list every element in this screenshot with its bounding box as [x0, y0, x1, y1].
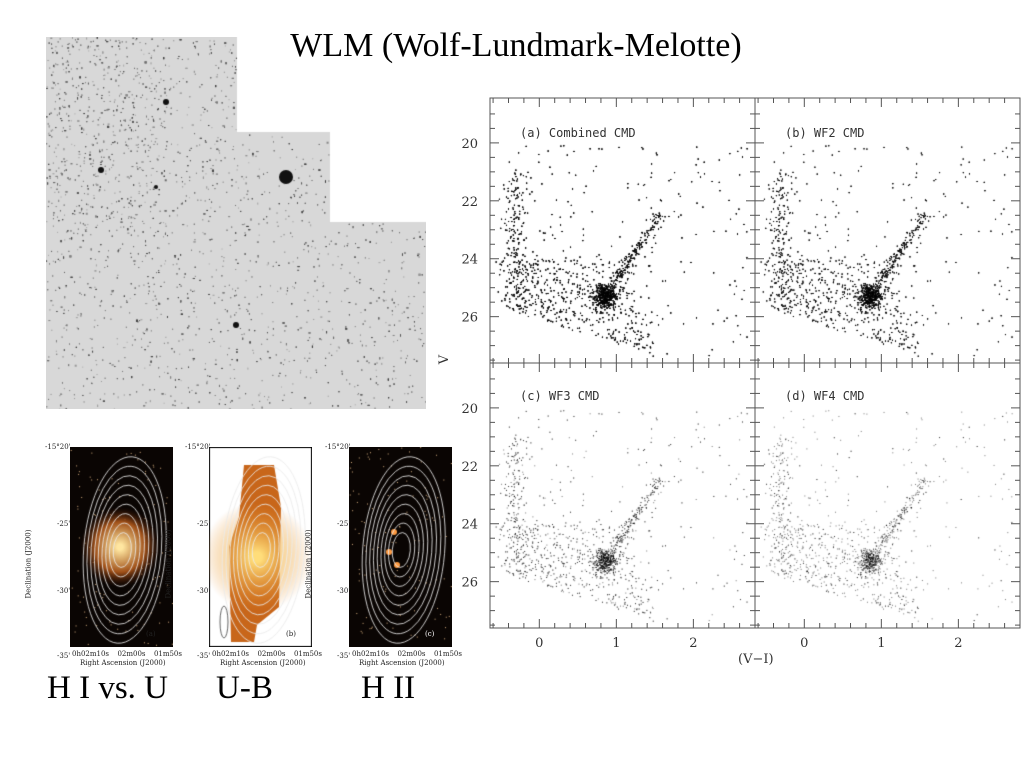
map-ytick: -35' [197, 652, 211, 660]
caption-u-b: U-B [216, 670, 273, 706]
panel-label-d: (d) WF4 CMD [785, 389, 865, 403]
y-tick-label: 20 [461, 137, 478, 152]
map-ytick: -30' [337, 587, 351, 595]
x-tick-label: 2 [689, 636, 697, 651]
map-xlabel: Right Ascension (J2000) [359, 659, 445, 667]
panel-label-b: (b) WF2 CMD [785, 126, 865, 140]
wlm-maps: (a) (b) (c) -15°20' -25' -30' -35' -15°2… [0, 440, 462, 670]
map-ytick: -25' [57, 520, 71, 528]
x-tick-label: 1 [877, 636, 885, 651]
u-b-map [209, 447, 312, 647]
map-ytick: -35' [337, 652, 351, 660]
caption-hi-vs-u: H I vs. U [47, 670, 168, 706]
map-xlabel: Right Ascension (J2000) [220, 659, 306, 667]
map-ytick: -15°20' [45, 443, 71, 451]
y-tick-label: 24 [461, 518, 478, 533]
map-ytick: -25' [337, 520, 351, 528]
panel-label-a: (a) Combined CMD [520, 126, 636, 140]
map-xticks: 0h02m10s 02m00s 01m50s [212, 650, 322, 658]
caption-hii: H II [361, 670, 416, 706]
y-tick-label: 26 [461, 576, 478, 591]
map-ytick: -15°20' [185, 443, 211, 451]
y-tick-label: 22 [461, 460, 478, 475]
x-axis-label: (V−I) [738, 652, 774, 667]
map-ytick: -30' [57, 587, 71, 595]
y-axis-label: V [437, 354, 453, 365]
y-tick-label: 26 [461, 311, 478, 326]
map-ylabel: Declination (J2000) [24, 529, 33, 599]
map-xticks: 0h02m10s 02m00s 01m50s [352, 650, 462, 658]
hi-vs-u-map [70, 447, 173, 647]
map-xlabel: Right Ascension (J2000) [80, 659, 166, 667]
map-ylabel: Declination (J2000) [304, 529, 313, 599]
map-panel-label: (c) [425, 630, 435, 638]
y-tick-label: 24 [461, 253, 478, 268]
y-tick-label: 22 [461, 195, 478, 210]
hii-map [349, 447, 452, 647]
map-ytick: -35' [57, 652, 71, 660]
x-tick-label: 0 [535, 636, 543, 651]
star-field-image [46, 37, 426, 409]
x-tick-label: 0 [800, 636, 808, 651]
map-panel-label: (a) [146, 630, 156, 638]
map-panel-label: (b) [286, 630, 296, 638]
map-xticks: 0h02m10s 02m00s 01m50s [72, 650, 182, 658]
y-tick-label: 20 [461, 402, 478, 417]
map-ytick: -25' [197, 520, 211, 528]
x-tick-label: 1 [612, 636, 620, 651]
map-ytick: -30' [197, 587, 211, 595]
x-tick-label: 2 [954, 636, 962, 651]
cmd-chart: 20 20 22 22 24 24 26 26 0 0 1 1 2 2 (a) Combined CMD … [437, 90, 1024, 680]
panel-label-c: (c) WF3 CMD [520, 389, 600, 403]
map-ylabel: Declination (J2000) [164, 529, 173, 599]
map-ytick: -15°20' [325, 443, 351, 451]
